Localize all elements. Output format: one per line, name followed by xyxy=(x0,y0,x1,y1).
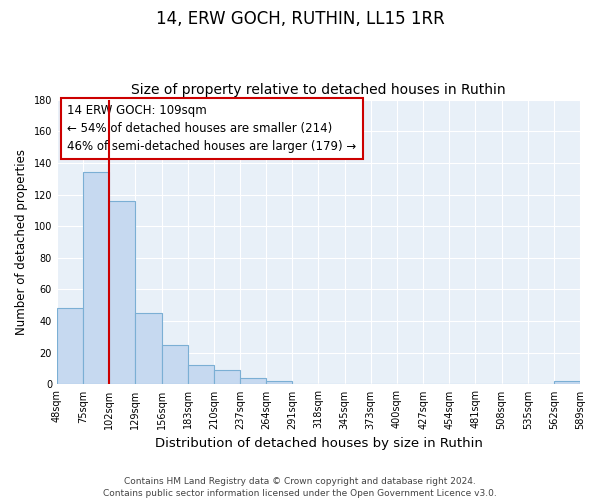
Bar xyxy=(161,345,188,385)
Text: 14, ERW GOCH, RUTHIN, LL15 1RR: 14, ERW GOCH, RUTHIN, LL15 1RR xyxy=(155,10,445,28)
Bar xyxy=(188,366,214,384)
Text: 14 ERW GOCH: 109sqm
← 54% of detached houses are smaller (214)
46% of semi-detac: 14 ERW GOCH: 109sqm ← 54% of detached ho… xyxy=(67,104,356,153)
Bar xyxy=(136,313,161,384)
Bar xyxy=(240,378,266,384)
Bar xyxy=(57,308,83,384)
X-axis label: Distribution of detached houses by size in Ruthin: Distribution of detached houses by size … xyxy=(155,437,482,450)
Bar xyxy=(83,172,109,384)
Text: Contains HM Land Registry data © Crown copyright and database right 2024.
Contai: Contains HM Land Registry data © Crown c… xyxy=(103,476,497,498)
Bar xyxy=(214,370,240,384)
Title: Size of property relative to detached houses in Ruthin: Size of property relative to detached ho… xyxy=(131,83,506,97)
Bar xyxy=(109,201,136,384)
Bar xyxy=(266,382,292,384)
Bar xyxy=(554,382,580,384)
Y-axis label: Number of detached properties: Number of detached properties xyxy=(15,149,28,335)
